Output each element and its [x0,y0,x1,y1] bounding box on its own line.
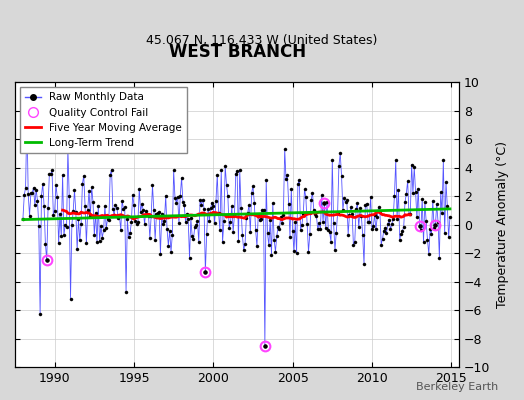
Y-axis label: Temperature Anomaly (°C): Temperature Anomaly (°C) [496,141,509,308]
Text: 45.067 N, 116.433 W (United States): 45.067 N, 116.433 W (United States) [146,34,378,47]
Text: Berkeley Earth: Berkeley Earth [416,382,498,392]
Title: WEST BRANCH: WEST BRANCH [169,43,305,61]
Legend: Raw Monthly Data, Quality Control Fail, Five Year Moving Average, Long-Term Tren: Raw Monthly Data, Quality Control Fail, … [20,87,188,153]
